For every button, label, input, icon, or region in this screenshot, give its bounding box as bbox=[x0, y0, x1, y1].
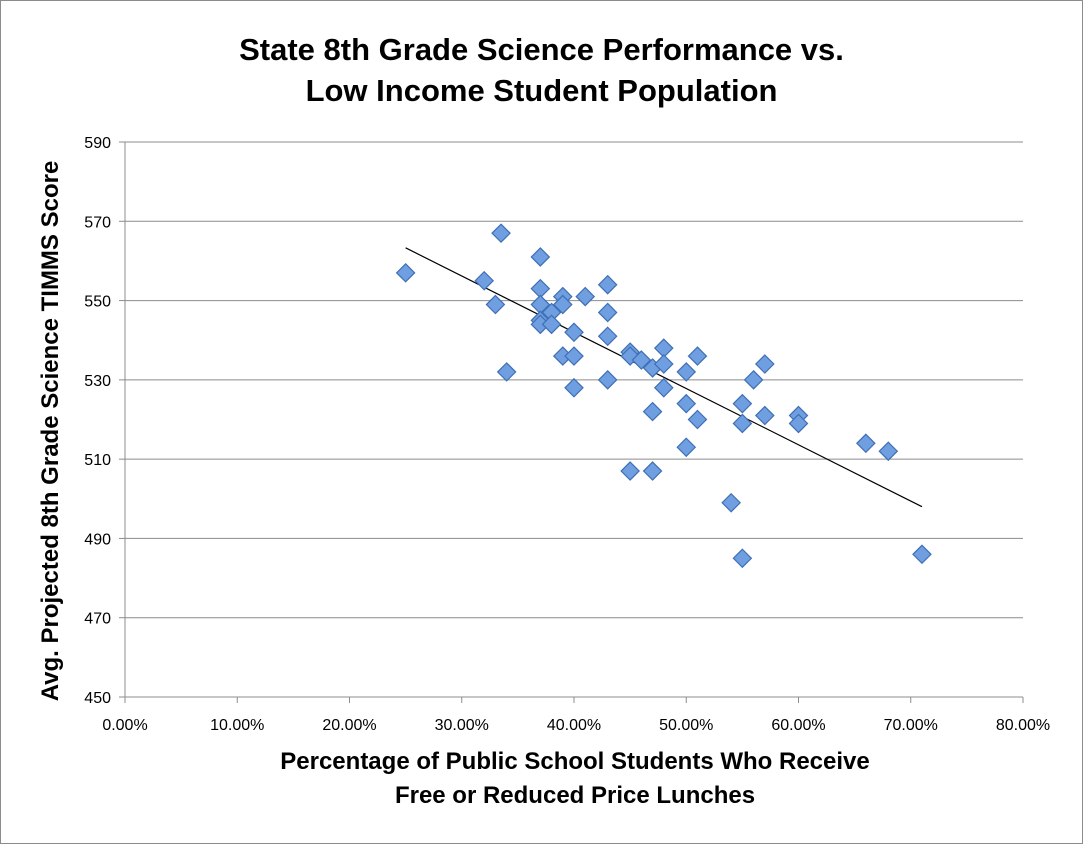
y-tick-label: 490 bbox=[84, 531, 111, 548]
x-tick-label: 80.00% bbox=[996, 717, 1050, 734]
x-tick-label: 60.00% bbox=[771, 717, 825, 734]
data-point bbox=[788, 413, 809, 434]
data-point bbox=[530, 247, 551, 267]
axes bbox=[119, 141, 1024, 703]
data-point bbox=[395, 262, 416, 283]
data-point bbox=[564, 346, 584, 366]
x-tick-label: 70.00% bbox=[884, 717, 938, 734]
y-tick-label: 470 bbox=[84, 611, 111, 628]
x-tick-label: 30.00% bbox=[435, 717, 489, 734]
data-point bbox=[564, 377, 584, 398]
data-point bbox=[491, 223, 511, 244]
data-point bbox=[878, 441, 899, 462]
data-point bbox=[676, 437, 697, 458]
trendline bbox=[405, 247, 923, 508]
data-point bbox=[653, 377, 674, 398]
x-tick-label: 10.00% bbox=[210, 717, 264, 734]
data-point bbox=[620, 461, 640, 481]
data-point bbox=[676, 362, 697, 382]
data-point bbox=[687, 346, 708, 366]
data-point bbox=[597, 302, 618, 323]
data-point bbox=[743, 370, 764, 390]
y-tick-label: 570 bbox=[84, 214, 111, 231]
data-point bbox=[597, 326, 618, 347]
data-point bbox=[552, 294, 573, 315]
x-axis-label-line-1: Percentage of Public School Students Who… bbox=[280, 748, 870, 775]
data-point bbox=[687, 409, 708, 430]
chart-title-line-1: State 8th Grade Science Performance vs. bbox=[239, 32, 844, 67]
data-point bbox=[631, 350, 652, 370]
y-tick-labels: 450 470 490 510 530 550 570 590 bbox=[84, 135, 111, 707]
data-point bbox=[541, 314, 562, 335]
chart-title-line-2: Low Income Student Population bbox=[305, 73, 778, 108]
data-point bbox=[912, 544, 932, 565]
data-point bbox=[597, 274, 618, 295]
trendline-group bbox=[405, 247, 923, 508]
data-point bbox=[732, 393, 753, 414]
data-point bbox=[642, 401, 663, 422]
y-tick-label: 590 bbox=[84, 135, 111, 152]
x-tick-label: 20.00% bbox=[322, 717, 376, 734]
data-point bbox=[856, 433, 876, 454]
y-tick-label: 550 bbox=[84, 294, 111, 311]
data-point bbox=[597, 370, 618, 390]
x-tick-labels: 0.00% 10.00% 20.00% 30.00% 40.00% 50.00% 60.00… bbox=[102, 717, 1050, 734]
data-point bbox=[496, 362, 517, 382]
data-point bbox=[485, 294, 506, 315]
x-axis-label-line-2: Free or Reduced Price Lunches bbox=[394, 782, 756, 809]
y-axis-label: Avg. Projected 8th Grade Science TIMMS S… bbox=[37, 160, 64, 702]
x-tick-label: 40.00% bbox=[547, 717, 601, 734]
data-points bbox=[395, 223, 932, 569]
data-point bbox=[721, 492, 741, 513]
data-point bbox=[732, 413, 753, 434]
data-point bbox=[732, 548, 753, 569]
data-point bbox=[474, 270, 495, 291]
data-point bbox=[564, 322, 584, 343]
data-point bbox=[642, 461, 663, 481]
y-tick-label: 510 bbox=[84, 452, 111, 469]
x-tick-label: 50.00% bbox=[659, 717, 713, 734]
y-tick-label: 450 bbox=[84, 690, 111, 707]
data-point bbox=[754, 405, 775, 426]
data-point bbox=[575, 286, 596, 307]
y-tick-label: 530 bbox=[84, 373, 111, 390]
data-point bbox=[653, 354, 674, 374]
data-point bbox=[754, 354, 775, 374]
data-point bbox=[676, 393, 697, 414]
x-tick-label: 0.00% bbox=[102, 717, 147, 734]
